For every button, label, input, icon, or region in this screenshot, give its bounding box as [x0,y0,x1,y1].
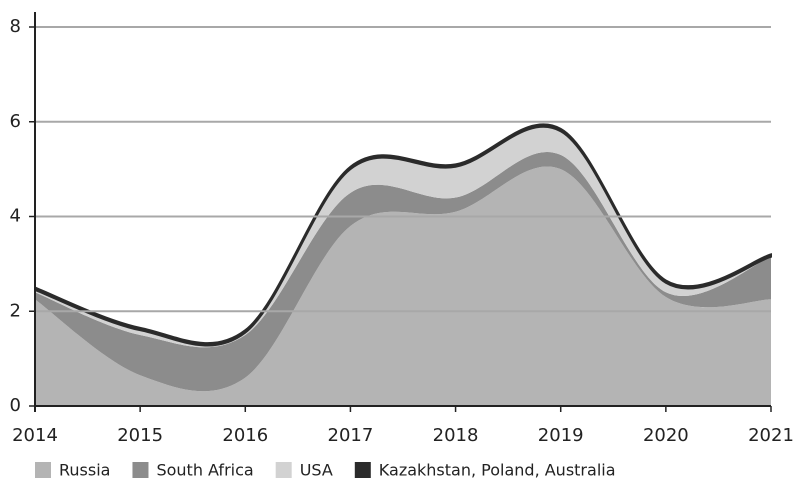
y-tick-label: 2 [10,300,21,321]
y-tick-label: 6 [10,111,21,132]
x-tick-label: 2014 [12,425,58,446]
legend-label: Kazakhstan, Poland, Australia [379,461,616,480]
area [35,166,771,406]
x-tick-label: 2017 [328,425,374,446]
y-tick-label: 0 [10,395,21,416]
legend-swatch [354,462,371,478]
x-tick-label: 2018 [433,425,479,446]
x-tick-label: 2016 [222,425,268,446]
legend-label: Russia [59,461,110,480]
x-tick-label: 2021 [748,425,794,446]
x-tick-label: 2015 [117,425,163,446]
y-tick-label: 8 [10,16,21,37]
area [35,126,771,348]
legend-label: South Africa [156,461,253,480]
x-tick-label: 2020 [643,425,689,446]
area [35,151,771,392]
y-tick-label: 4 [10,206,21,227]
legend-label: USA [300,461,333,480]
area [34,123,772,347]
legend-swatch [35,462,51,478]
legend-swatch [132,462,149,478]
x-tick-label: 2019 [538,425,584,446]
legend-swatch [275,462,292,478]
